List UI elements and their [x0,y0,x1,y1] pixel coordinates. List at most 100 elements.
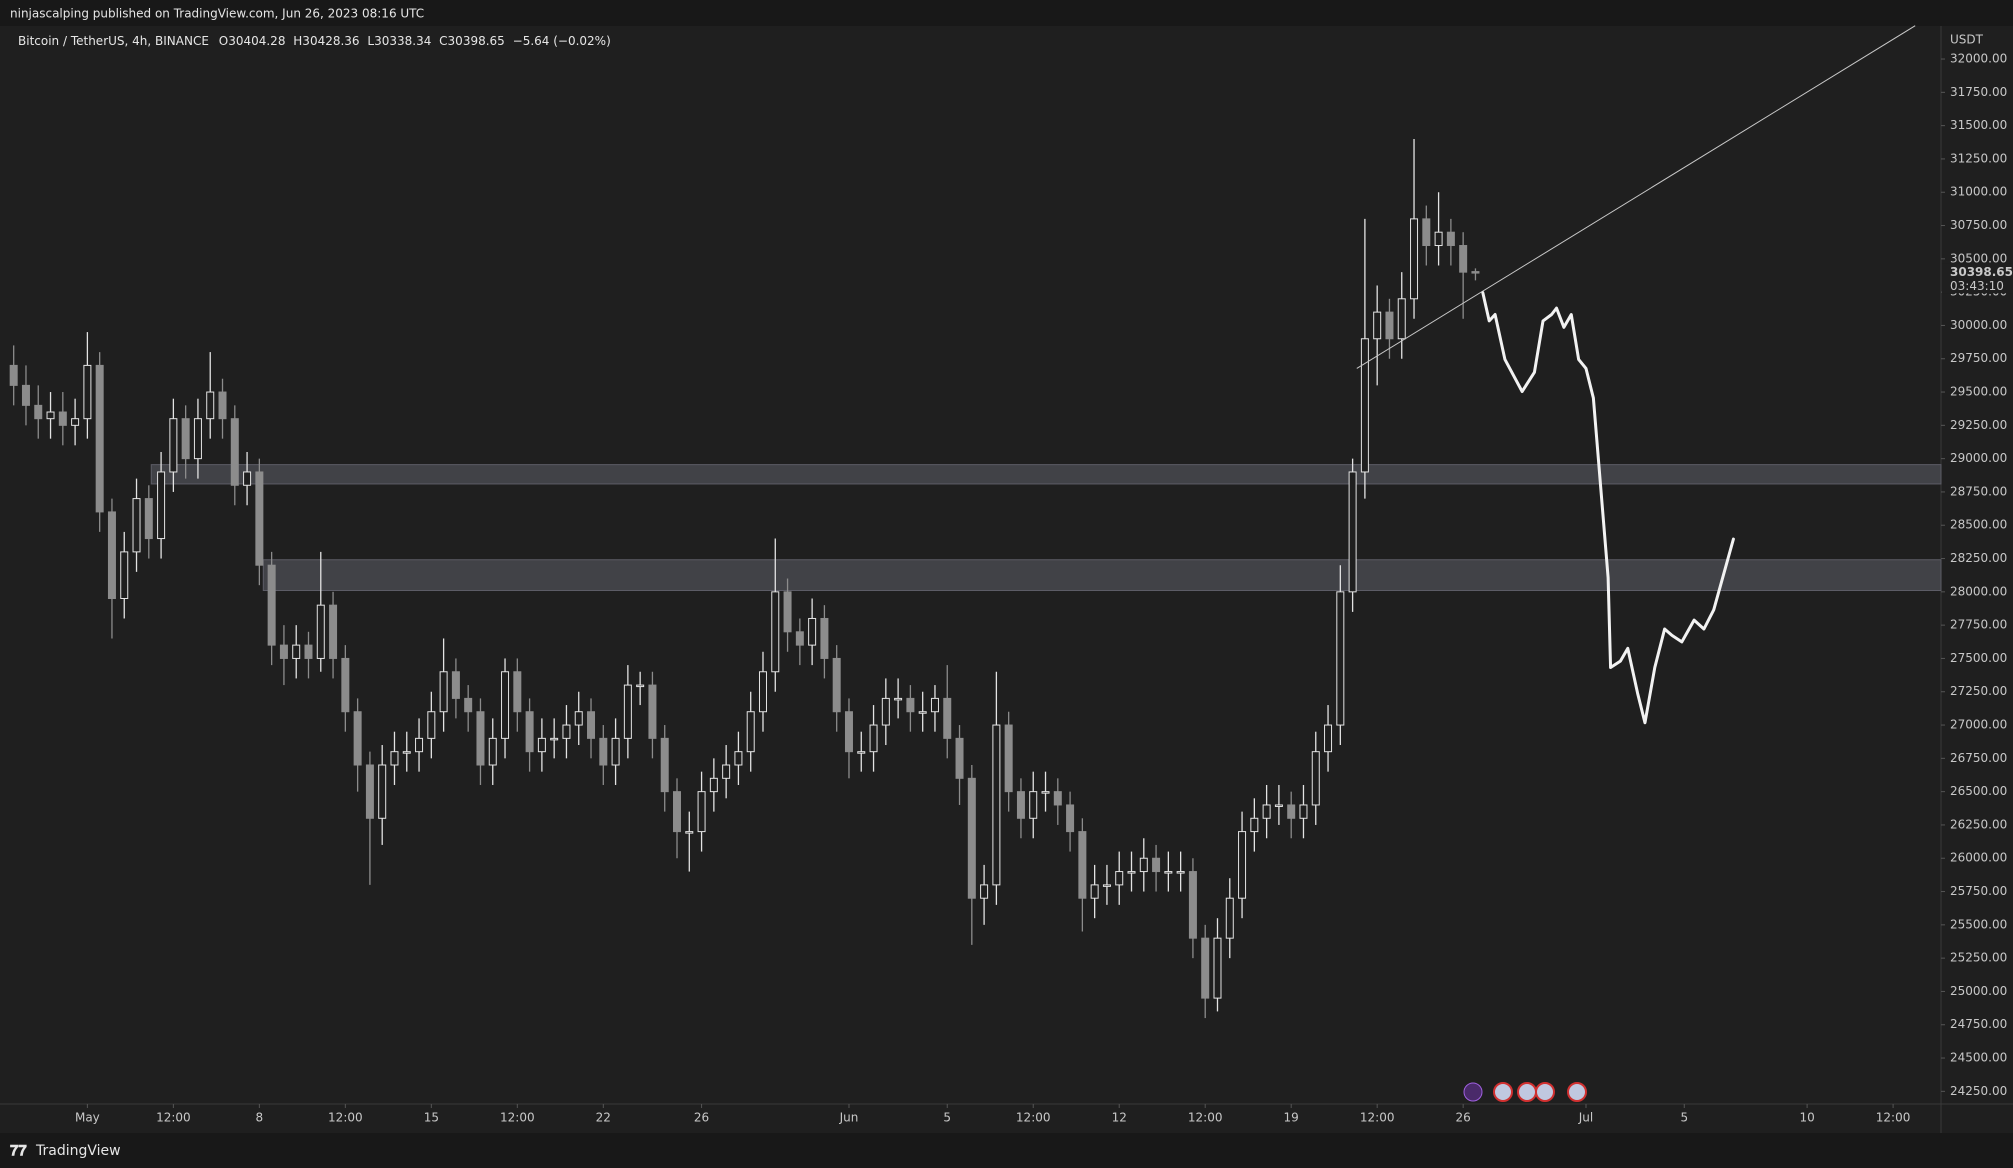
candle-body [1422,218,1431,247]
candle-body [1090,884,1099,899]
candle-body [415,737,424,753]
trendline [1356,25,1916,369]
tradingview-logo: 𝟕𝟕 TradingView [10,1142,121,1160]
ohlc-high: H30428.36 [293,34,359,48]
ohlc-change: −5.64 (−0.02%) [513,34,611,48]
candle-body [537,737,546,753]
event-icon[interactable] [1535,1082,1555,1102]
x-tick-label: 12:00 [328,1111,363,1125]
candle-body [1311,751,1320,806]
candle-body [83,364,92,420]
candle-body [329,604,338,659]
candle-body [857,751,866,754]
bottom-bar [0,1133,2013,1168]
x-tick-label: May [75,1111,100,1125]
candle-body [1299,804,1308,819]
candle-body [120,551,129,600]
candle-body [501,671,510,739]
y-tick-label: 24750.00 [1950,1017,2007,1031]
last-price-label: 30398.65 [1950,265,2013,279]
candle-body [46,411,55,420]
candle-body [95,364,104,513]
candle-body [943,697,952,739]
event-icon[interactable] [1493,1082,1513,1102]
candle-body [1201,937,1210,999]
x-tick-label: 5 [1680,1111,1688,1125]
candle-body [980,884,989,899]
candle-body [1115,871,1124,886]
candle-body [451,671,460,699]
event-icon[interactable] [1517,1082,1537,1102]
candle-body [574,711,583,726]
candle-body [955,737,964,779]
y-tick-label: 29750.00 [1950,351,2007,365]
candle-body [292,644,301,659]
candle-body [734,751,743,766]
candle-body [599,737,608,766]
x-tick-label: 22 [596,1111,611,1125]
candle-body [132,498,141,553]
y-tick-label: 28500.00 [1950,518,2007,532]
projection-path [1481,291,1735,725]
top-bar [0,0,2013,26]
candle-body [550,737,559,741]
candle-body [1188,871,1197,939]
y-tick-label: 26000.00 [1950,851,2007,865]
y-tick-label: 25250.00 [1950,951,2007,965]
candle-body [1102,884,1111,887]
candle-body [488,737,497,766]
ohlc-open: O30404.28 [219,34,286,48]
plot-area [9,25,1942,1019]
y-tick-label: 29000.00 [1950,451,2007,465]
candle-body [107,511,116,600]
candle-body [181,418,190,460]
x-tick-label: 12:00 [500,1111,535,1125]
candle-body [1385,311,1394,340]
candle-body [230,418,239,486]
candle-body [1459,245,1468,273]
candle-body [1446,231,1455,247]
brand: TradingView [35,1143,121,1159]
candle-body [1139,857,1148,873]
candle-body [1397,298,1406,340]
candle-body [1029,791,1038,819]
x-tick-label: 5 [943,1111,951,1125]
y-tick-label: 30500.00 [1950,251,2007,265]
candle-body [1336,591,1345,726]
event-icon[interactable] [1567,1082,1587,1102]
x-tick-label: 12:00 [156,1111,191,1125]
y-tick-label: 31750.00 [1950,85,2007,99]
candle-body [623,684,632,739]
candle-body [783,591,792,633]
x-tick-label: 15 [424,1111,439,1125]
y-tick-label: 26750.00 [1950,751,2007,765]
candle-body [21,384,30,406]
y-tick-label: 26500.00 [1950,784,2007,798]
candle-body [1225,897,1234,939]
candle-body [844,711,853,753]
event-icon[interactable] [1463,1082,1483,1102]
candle-body [353,711,362,766]
candle-body [758,671,767,713]
x-tick-label: 12:00 [1360,1111,1395,1125]
candle-body [869,724,878,753]
candle-body [1324,724,1333,753]
y-tick-label: 24250.00 [1950,1084,2007,1098]
x-tick-label: 12 [1112,1111,1127,1125]
candle-body [304,644,313,659]
candle-body [992,724,1001,886]
candle-body [1213,937,1222,999]
candle-body [1164,871,1173,874]
y-tick-label: 29500.00 [1950,385,2007,399]
candle-body [832,657,841,713]
candle-body [685,831,694,834]
candle-body [1004,724,1013,793]
candle-body [193,418,202,460]
candle-body [1016,791,1025,819]
x-tick-label: Jun [839,1111,859,1125]
price-zone [262,559,1942,592]
candle-body [587,711,596,739]
y-tick-label: 32000.00 [1950,52,2007,66]
y-tick-label: 27000.00 [1950,718,2007,732]
